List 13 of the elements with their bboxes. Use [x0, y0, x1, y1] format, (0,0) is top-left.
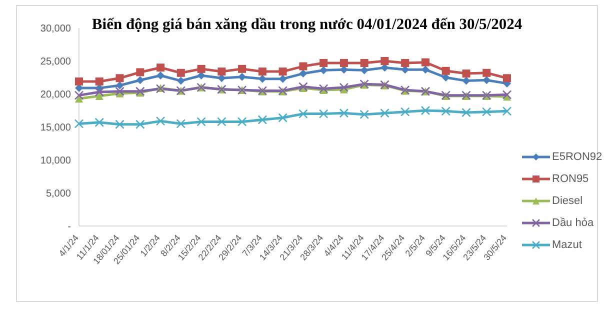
y-tick-label: 25,000 [40, 56, 72, 68]
legend-label: RON95 [552, 173, 589, 185]
legend-label: Dầu hỏa [552, 217, 594, 229]
y-tick-label: 30,000 [40, 24, 72, 35]
legend-label: Diesel [552, 195, 583, 207]
y-tick-label: 10,000 [40, 156, 72, 167]
chart-title: Biến động giá bán xăng dầu trong nước 04/01/2024 đến 30/5/2024 [92, 16, 522, 33]
legend-label: E5RON92 [552, 151, 602, 163]
y-tick-label: - [68, 222, 71, 233]
legend-label: Mazut [552, 239, 582, 251]
y-tick-label: 5,000 [46, 188, 72, 200]
y-tick-label: 20,000 [40, 90, 72, 101]
y-tick-label: 15,000 [40, 122, 72, 134]
